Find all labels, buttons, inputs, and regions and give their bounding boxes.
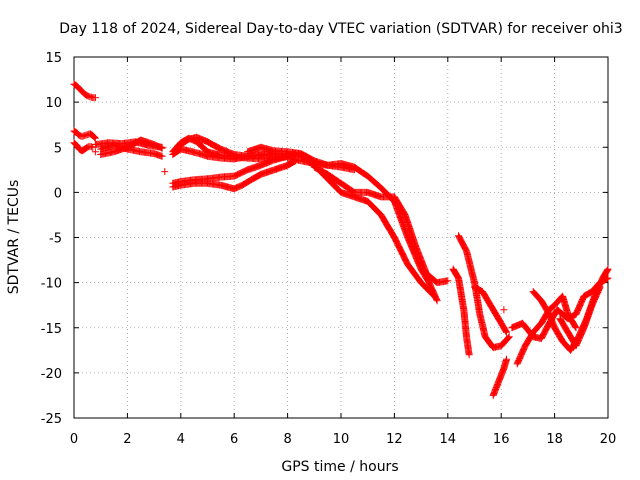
series-arc-f	[177, 133, 278, 160]
x-tick-label: 0	[70, 432, 78, 447]
x-tick-label: 6	[230, 432, 238, 447]
data-marker-trail	[177, 133, 278, 160]
series-arc-o	[471, 283, 510, 336]
x-tick-label: 4	[177, 432, 185, 447]
y-tick-label: 15	[45, 51, 62, 66]
y-axis-label: SDTVAR / TECUs	[6, 180, 22, 295]
data-marker-trail	[70, 127, 99, 142]
y-tick-label: 10	[45, 96, 62, 111]
x-tick-label: 2	[123, 432, 131, 447]
x-tick-label: 10	[333, 432, 350, 447]
data-point	[500, 306, 508, 314]
y-tick-label: -5	[49, 232, 62, 247]
y-tick-label: -10	[41, 277, 62, 292]
data-point	[161, 168, 169, 176]
data-marker-trail	[310, 163, 452, 287]
x-tick-label: 16	[493, 432, 510, 447]
data-marker-trail	[455, 232, 513, 352]
grid-lines	[74, 57, 608, 418]
series-arc-early-low	[70, 139, 97, 155]
data-marker-trail	[169, 150, 300, 187]
series-arc-l	[310, 163, 452, 287]
data-marker-trail	[70, 139, 97, 155]
series-arc-c	[91, 138, 166, 151]
x-tick-label: 8	[283, 432, 291, 447]
series-arc-s	[508, 274, 612, 343]
data-points	[70, 80, 612, 399]
series-arc-n	[449, 265, 473, 359]
data-marker-trail	[91, 138, 166, 151]
series-arc-early-high	[70, 80, 99, 102]
series-arc-early-mid	[70, 127, 99, 142]
y-tick-label: -20	[41, 367, 62, 382]
y-tick-label: -15	[41, 322, 62, 337]
y-tick-label: -25	[41, 412, 62, 427]
x-tick-label: 14	[440, 432, 457, 447]
series-arc-isolated	[91, 148, 508, 314]
series-arc-g	[169, 150, 300, 187]
data-marker-trail	[169, 157, 300, 193]
data-marker-trail	[508, 274, 612, 343]
series-arc-t	[556, 283, 604, 350]
chart-title: Day 118 of 2024, Sidereal Day-to-day VTE…	[59, 21, 622, 37]
data-marker-trail	[449, 265, 473, 359]
y-tick-label: 0	[54, 186, 62, 201]
data-marker-trail	[556, 283, 604, 350]
data-marker-trail	[489, 355, 510, 399]
x-tick-label: 12	[386, 432, 403, 447]
data-point	[91, 148, 99, 156]
x-axis-label: GPS time / hours	[281, 459, 398, 475]
series-arc-m	[455, 232, 513, 352]
axis-ticks: 0 2 4 6 8 10 12 14 16 18 20 -25 -20 -15 -10 -5 0 5 10 15	[41, 51, 617, 447]
data-marker-trail	[471, 283, 510, 336]
series-arc-p	[489, 355, 510, 399]
data-marker-trail	[70, 80, 99, 102]
x-tick-label: 20	[600, 432, 617, 447]
series-arc-h	[169, 157, 300, 193]
y-tick-label: 5	[54, 141, 62, 156]
x-tick-label: 18	[546, 432, 563, 447]
